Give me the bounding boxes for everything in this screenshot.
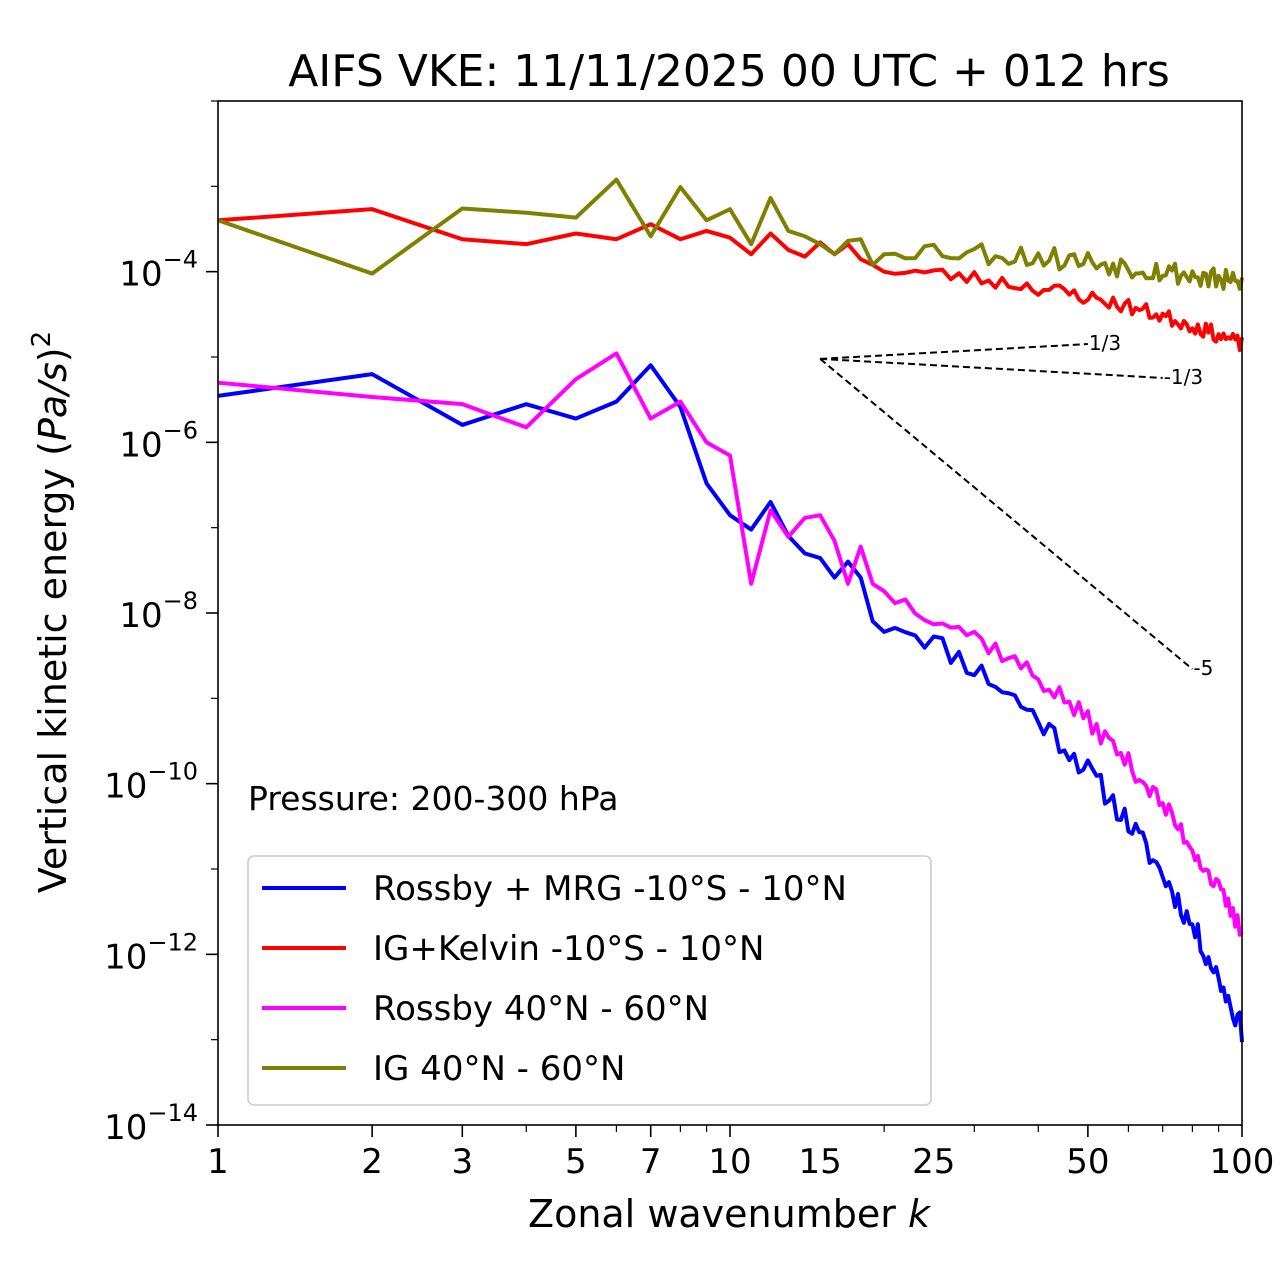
- x-axis-label: Zonal wavenumber k: [528, 1192, 932, 1236]
- reference-slope-line-1: [820, 357, 1163, 379]
- y-tick-label-3: 10−10: [104, 758, 198, 807]
- y-axis-label: Vertical kinetic energy (Pa/s)2: [27, 331, 75, 893]
- chart-title: AIFS VKE: 11/11/2025 00 UTC + 012 hrs: [288, 46, 1170, 97]
- legend-label-3: IG 40°N - 60°N: [373, 1049, 625, 1089]
- reference-slope-line-0: [820, 343, 1088, 360]
- x-tick-label-5: 5: [565, 1142, 587, 1182]
- y-tick-label-2: 10−8: [119, 587, 198, 636]
- reference-slope-label-1: -1/3: [1164, 365, 1203, 389]
- legend-label-1: IG+Kelvin -10°S - 10°N: [373, 929, 764, 969]
- series-line-2: [217, 351, 1244, 937]
- x-tick-label-25: 25: [912, 1142, 955, 1182]
- series-layer: [217, 177, 1244, 1043]
- y-tick-label-1: 10−6: [119, 416, 198, 465]
- legend-box: [247, 855, 932, 1106]
- pressure-annotation: Pressure: 200-300 hPa: [248, 779, 618, 818]
- reference-slopes: 1/3 -1/3 -5: [819, 331, 1213, 680]
- legend: Rossby + MRG -10°S - 10°N IG+Kelvin -10°S…: [247, 855, 932, 1106]
- x-tick-label-1: 1: [207, 1142, 229, 1182]
- x-tick-label-100: 100: [1210, 1142, 1275, 1182]
- reference-slope-label-2: -5: [1193, 656, 1213, 680]
- series-line-1: [217, 207, 1244, 353]
- y-axis-ticks: 10−4 10−6 10−8 10−10 10−12 10−14: [104, 100, 218, 1148]
- y-tick-label-0: 10−4: [119, 246, 198, 295]
- x-tick-label-3: 3: [451, 1142, 473, 1182]
- legend-label-2: Rossby 40°N - 60°N: [373, 989, 709, 1029]
- reference-slope-label-0: 1/3: [1089, 331, 1121, 355]
- legend-entries: Rossby + MRG -10°S - 10°N IG+Kelvin -10°S…: [262, 869, 847, 1089]
- x-tick-label-2: 2: [361, 1142, 383, 1182]
- series-line-3: [217, 177, 1244, 291]
- x-tick-label-15: 15: [799, 1142, 842, 1182]
- x-tick-label-50: 50: [1066, 1142, 1109, 1182]
- x-tick-label-7: 7: [640, 1142, 662, 1182]
- y-tick-label-5: 10−14: [104, 1099, 198, 1148]
- legend-label-0: Rossby + MRG -10°S - 10°N: [373, 869, 847, 909]
- y-tick-label-4: 10−12: [104, 928, 198, 977]
- x-axis-ticks: 1 2 3 5 7 10 15 25 50 100: [207, 1125, 1274, 1182]
- x-tick-label-10: 10: [708, 1142, 751, 1182]
- reference-slope-line-2: [819, 358, 1194, 670]
